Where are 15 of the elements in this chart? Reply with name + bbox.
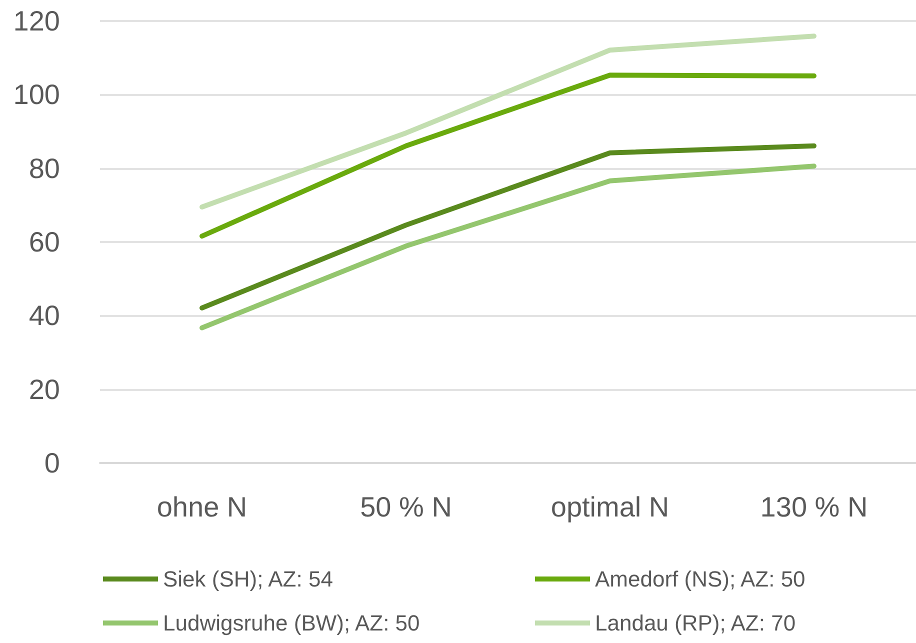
legend-label: Landau (RP); AZ: 70 [595, 610, 796, 636]
y-tick-label: 60 [28, 226, 60, 258]
y-tick-label: 20 [28, 374, 60, 405]
x-tick-label: 130 % N [760, 492, 868, 522]
legend-label: Siek (SH); AZ: 54 [163, 566, 333, 592]
legend-label: Ludwigsruhe (BW); AZ: 50 [163, 610, 420, 636]
y-tick-label: 80 [28, 152, 60, 184]
x-tick-label: ohne N [156, 492, 248, 522]
y-tick-label: 0 [44, 448, 60, 478]
x-tick-label: optimal N [550, 492, 670, 522]
y-tick-label: 40 [28, 300, 60, 332]
x-tick-label: 50 % N [360, 492, 452, 522]
y-tick-label: 100 [13, 79, 60, 110]
legend-label: Amedorf (NS); AZ: 50 [595, 566, 806, 592]
y-tick-label: 120 [13, 6, 60, 36]
